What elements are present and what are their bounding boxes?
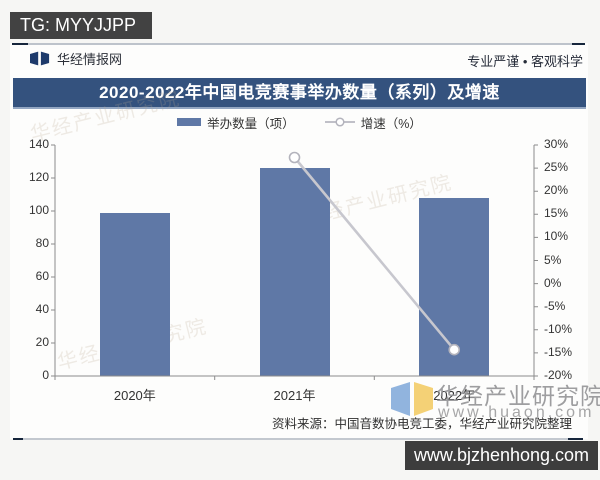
legend-line-label: 增速（%） [360, 116, 422, 131]
left-axis-tick-label: 40 [35, 302, 49, 316]
right-axis-tick-label: 25% [544, 160, 569, 175]
x-axis-label: 2020年 [113, 388, 156, 403]
site-slogan: 专业严谨 • 客观科学 [467, 54, 583, 69]
right-axis-tick-label: 10% [544, 229, 569, 244]
left-axis-tick-label: 80 [35, 236, 49, 250]
chart-title: 2020-2022年中国电竞赛事举办数量（系列）及增速 [13, 78, 586, 109]
left-axis-tick-label: 0 [42, 368, 49, 382]
bar-2020年 [99, 213, 170, 376]
line-and-axes-svg [51, 144, 538, 380]
site-brand: 华经情报网 [30, 49, 122, 68]
right-axis-tick-label: -15% [544, 344, 573, 359]
card-top-border [12, 43, 585, 45]
left-axis-tick-label: 120 [28, 170, 49, 184]
right-axis-tick-label: -20% [544, 368, 573, 382]
growth-line [293, 156, 456, 351]
bars-layer [55, 145, 534, 376]
left-axis-tick-label: 20 [35, 335, 49, 349]
right-axis-tick-label: 15% [544, 206, 569, 221]
huaon-book-icon [30, 51, 50, 66]
site-url-overlay: www.bjzhenhong.com [405, 441, 598, 470]
line-marker-icon [324, 117, 355, 127]
left-axis-tick-label: 60 [35, 269, 49, 283]
chart-plot-area: 2020年 2021年 2022年 0 20 40 60 80 100 120 140 30% 25% 2… [29, 137, 572, 403]
line-marker [448, 343, 461, 356]
legend-item-bars: 举办数量（项） [177, 113, 295, 132]
tg-overlay-badge: TG: MYYJJPP [10, 12, 153, 39]
bar-swatch-icon [177, 118, 202, 126]
legend-item-line: 增速（%） [324, 113, 422, 132]
data-source-note: 资料来源：中国音数协电竞工委，华经产业研究院整理 [271, 417, 572, 431]
left-axis-tick-label: 100 [28, 203, 49, 217]
right-axis-tick-label: -10% [544, 321, 573, 336]
legend-bar-label: 举办数量（项） [207, 116, 295, 131]
right-axis-tick-label: -5% [544, 298, 566, 313]
card-bottom-border [13, 438, 583, 440]
right-axis-tick-label: 30% [544, 137, 569, 151]
x-axis-label: 2022年 [433, 388, 476, 403]
line-marker [288, 151, 301, 164]
chart-legend: 举办数量（项） 增速（%） [13, 113, 586, 131]
bar-2021年 [259, 168, 330, 376]
site-brand-label: 华经情报网 [57, 52, 123, 67]
right-axis-tick-label: 20% [544, 183, 569, 198]
right-axis-tick-label: 0% [544, 275, 562, 290]
x-axis-label: 2021年 [273, 388, 316, 403]
left-axis-tick-label: 140 [28, 137, 49, 151]
right-axis-tick-label: 5% [544, 252, 562, 267]
